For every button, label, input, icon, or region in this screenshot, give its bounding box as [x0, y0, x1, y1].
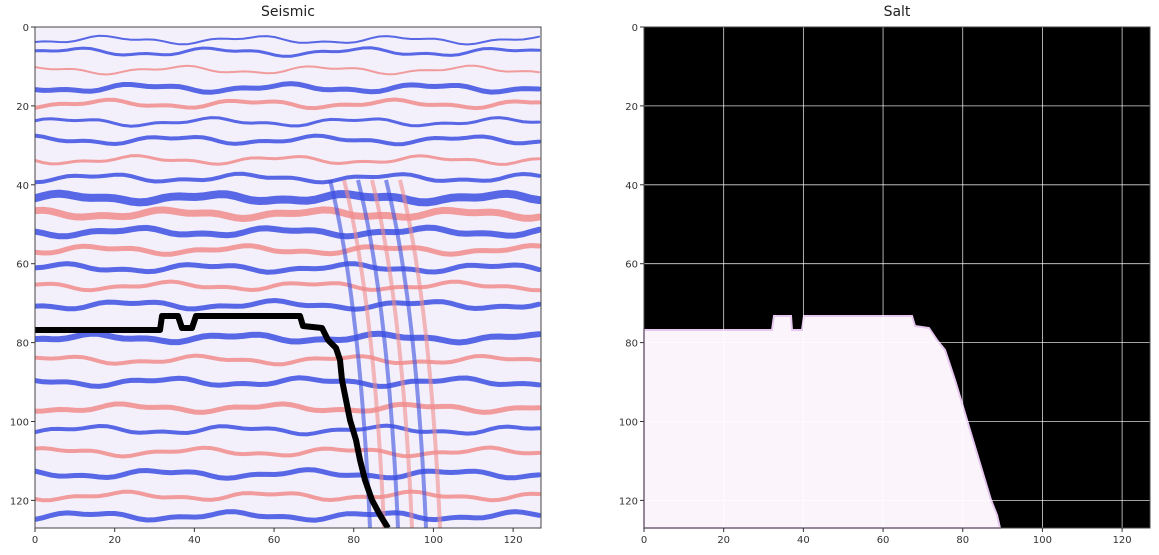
y-tick-label: 100 — [619, 417, 638, 428]
seismic-reflector — [35, 46, 541, 58]
x-tick-label: 0 — [32, 535, 38, 546]
salt-mask-image — [643, 27, 1150, 529]
seismic-streak — [384, 179, 428, 528]
x-tick-label: 20 — [108, 535, 121, 546]
y-tick-label: 40 — [625, 181, 638, 192]
seismic-reflector — [35, 133, 541, 147]
seismic-reflector — [35, 116, 541, 128]
x-tick-label: 60 — [268, 535, 281, 546]
x-tick-label: 40 — [188, 535, 201, 546]
seismic-reflector — [35, 509, 541, 523]
y-tick-label: 120 — [10, 496, 29, 507]
seismic-reflector — [35, 261, 541, 275]
seismic-reflector — [35, 97, 541, 111]
y-tick-label: 80 — [16, 339, 29, 350]
y-tick-label: 20 — [16, 102, 29, 113]
x-tick-label: 60 — [877, 535, 890, 546]
x-tick-label: 100 — [424, 535, 443, 546]
seismic-reflector — [35, 171, 541, 185]
y-tick-label: 0 — [23, 23, 29, 34]
seismic-streak — [356, 179, 400, 528]
y-tick-label: 60 — [16, 260, 29, 271]
x-tick-label: 40 — [797, 535, 810, 546]
seismic-streak — [328, 179, 372, 528]
seismic-reflector — [35, 467, 541, 481]
x-tick-label: 100 — [1033, 535, 1052, 546]
salt-panel: 0 20 40 60 80 100 120 0 20 40 60 80 100 120 — [619, 23, 1151, 546]
seismic-reflector — [35, 279, 541, 293]
seismic-reflector — [35, 224, 541, 240]
x-tick-label: 120 — [504, 535, 523, 546]
seismic-reflector — [35, 297, 541, 312]
seismic-reflector — [35, 242, 541, 257]
y-tick-label: 120 — [619, 496, 638, 507]
salt-outline — [35, 313, 391, 528]
salt-region — [643, 315, 1002, 529]
seismic-reflector — [35, 489, 541, 503]
y-tick-label: 100 — [10, 417, 29, 428]
y-tick-label: 0 — [632, 23, 638, 34]
seismic-reflector — [35, 154, 541, 166]
y-tick-label: 40 — [16, 181, 29, 192]
seismic-reflector — [35, 81, 541, 95]
y-tick-label: 60 — [625, 260, 638, 271]
x-tick-label: 80 — [956, 535, 969, 546]
y-tick-label: 20 — [625, 102, 638, 113]
seismic-reflector — [35, 353, 541, 367]
seismic-image — [35, 27, 541, 528]
seismic-reflector — [35, 34, 540, 46]
seismic-reflector — [35, 64, 540, 76]
y-tick-label: 80 — [625, 339, 638, 350]
salt-title: Salt — [883, 4, 911, 20]
seismic-reflector — [35, 423, 541, 437]
seismic-panel: 0 20 40 60 80 100 120 0 20 40 60 80 100 120 — [10, 23, 542, 546]
seismic-reflector — [35, 206, 541, 223]
x-tick-label: 80 — [347, 535, 360, 546]
seismic-streak — [342, 179, 386, 528]
seismic-reflector — [35, 445, 541, 459]
seismic-streak — [398, 179, 442, 528]
seismic-reflector — [35, 375, 541, 389]
seismic-reflector — [35, 330, 541, 346]
seismic-reflector — [35, 189, 541, 207]
seismic-title: Seismic — [261, 4, 315, 20]
x-tick-label: 120 — [1113, 535, 1132, 546]
seismic-reflector — [35, 401, 541, 415]
x-tick-label: 0 — [641, 535, 647, 546]
x-tick-label: 20 — [717, 535, 730, 546]
seismic-streak — [370, 179, 414, 528]
